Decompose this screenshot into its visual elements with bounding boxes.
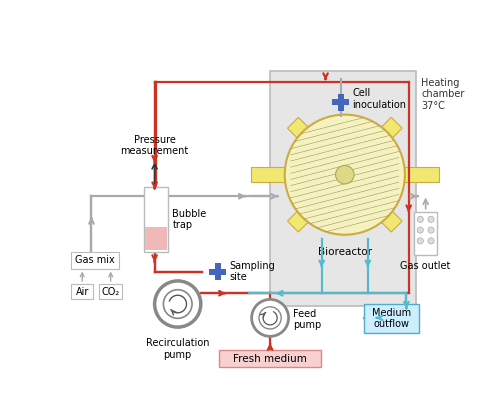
- Bar: [270, 72, 416, 306]
- Text: Cell
inoculation: Cell inoculation: [352, 89, 406, 110]
- Polygon shape: [402, 167, 438, 182]
- Polygon shape: [251, 167, 288, 182]
- Polygon shape: [288, 117, 330, 160]
- Circle shape: [428, 227, 434, 233]
- Bar: [338, 94, 344, 111]
- Circle shape: [417, 227, 424, 233]
- Bar: [72, 284, 93, 300]
- Circle shape: [336, 166, 354, 184]
- Text: Gas mix: Gas mix: [76, 255, 115, 265]
- Bar: [210, 269, 226, 275]
- Bar: [332, 99, 349, 105]
- Polygon shape: [360, 117, 402, 160]
- Text: Sampling
site: Sampling site: [230, 261, 275, 282]
- Text: CO₂: CO₂: [102, 287, 120, 297]
- Bar: [215, 263, 220, 280]
- Text: Medium
outflow: Medium outflow: [372, 308, 412, 329]
- Text: Recirculation
pump: Recirculation pump: [146, 338, 210, 359]
- Circle shape: [252, 300, 288, 337]
- Text: Gas outlet: Gas outlet: [400, 261, 451, 271]
- Bar: [414, 212, 437, 255]
- Circle shape: [417, 238, 424, 244]
- Circle shape: [154, 281, 201, 327]
- Circle shape: [417, 216, 424, 223]
- Circle shape: [259, 307, 281, 329]
- Bar: [146, 227, 167, 250]
- Text: Fresh medium: Fresh medium: [233, 354, 307, 364]
- Circle shape: [428, 216, 434, 223]
- Text: Bubble
trap: Bubble trap: [172, 208, 206, 230]
- Polygon shape: [360, 190, 402, 232]
- Circle shape: [284, 114, 405, 235]
- Text: Feed
pump: Feed pump: [293, 309, 322, 330]
- Bar: [220, 350, 321, 367]
- Bar: [72, 252, 119, 269]
- Text: Heating
chamber
37°C: Heating chamber 37°C: [421, 78, 465, 111]
- Bar: [364, 304, 420, 333]
- Circle shape: [164, 290, 192, 318]
- Text: Pressure
measurement: Pressure measurement: [120, 135, 188, 156]
- Bar: [99, 284, 122, 300]
- Bar: [144, 187, 169, 252]
- Circle shape: [428, 238, 434, 244]
- Text: Bioreactor: Bioreactor: [318, 247, 372, 257]
- Polygon shape: [288, 190, 330, 232]
- Text: Air: Air: [76, 287, 89, 297]
